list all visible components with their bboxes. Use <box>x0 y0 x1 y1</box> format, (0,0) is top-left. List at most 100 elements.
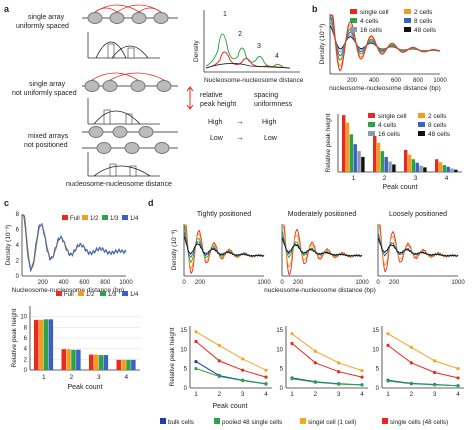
legend-high-right: High <box>262 119 277 126</box>
d-lines-series <box>195 368 267 385</box>
d-lines-ytick: 10 <box>276 347 283 353</box>
d-lines-xtick: 3 <box>337 392 341 398</box>
d-density-xtick: 200 <box>293 280 304 286</box>
d-lines-point <box>313 361 317 365</box>
d-lines-series <box>291 333 363 372</box>
d-lines-xtick: 4 <box>456 392 460 398</box>
c-bar <box>131 359 136 370</box>
peak-number-1: 1 <box>223 11 227 18</box>
b-bar <box>342 115 346 172</box>
c-bars-legend-swatch <box>122 291 128 296</box>
d-legend-swatch <box>160 418 166 424</box>
b-bars-xtick: 2 <box>383 175 387 182</box>
c-bars-xtick: 2 <box>69 374 73 381</box>
d-lines-point <box>241 368 245 372</box>
b-bar <box>404 149 408 172</box>
b-bar <box>380 151 385 172</box>
inset-xlabel: Nucleosome-nucleosome distance <box>204 77 304 84</box>
nucleosome-array-1 <box>82 4 178 59</box>
b-density-ylabel: Density (10⁻³) <box>319 24 326 65</box>
c-bar <box>121 359 126 370</box>
c-density-xtick: 600 <box>79 280 90 286</box>
nucleosome-array-3 <box>82 126 178 177</box>
legend-spacing-line2: uniformness <box>254 101 293 108</box>
legend-low-right: Low <box>264 135 278 142</box>
d-panel-title: Moderately positioned <box>288 211 357 218</box>
d-lines-point <box>217 343 221 347</box>
b-density-legend-label: single cell <box>360 9 389 16</box>
b-density-legend-swatch <box>404 18 411 23</box>
d-lines-series <box>291 377 363 386</box>
b-bar <box>388 161 392 172</box>
d-lines-point <box>264 375 268 379</box>
b-bars-legend-swatch <box>418 113 425 118</box>
d-legend-swatch <box>382 418 388 424</box>
c-density-legend-label: 1/4 <box>130 216 139 222</box>
d-lines-point <box>264 382 268 386</box>
b-density-xtick: 200 <box>347 78 358 84</box>
d-lines-point <box>409 361 413 365</box>
c-bar <box>98 355 104 370</box>
d-density-xtick: 1000 <box>257 280 271 286</box>
b-bar <box>435 159 439 172</box>
d-lines-point <box>217 359 221 363</box>
panel-a-schematic: single array uniformly spaced single arr… <box>12 4 178 188</box>
d-legend-label: singel cell (1 cell) <box>308 419 356 426</box>
d-lines-xtick: 1 <box>386 392 390 398</box>
d-lines-xlabel: Peak count <box>212 403 247 410</box>
d-lines-point <box>337 361 341 365</box>
schematic-label-2-line1: single array <box>29 81 66 88</box>
d-lines-point <box>337 382 341 386</box>
b-bars-ylabel: Relative peak height <box>325 113 332 172</box>
b-density-legend-label: 2 cells <box>414 9 433 16</box>
d-lines-point <box>194 367 198 371</box>
c-bars-xtick: 3 <box>97 374 101 381</box>
d-lines-ytick: 0 <box>376 386 380 392</box>
d-lines-point <box>433 383 437 387</box>
d-lines-ytick: 5 <box>376 367 380 373</box>
d-lines-xtick: 2 <box>410 392 414 398</box>
c-bars-legend-label: Full <box>64 292 74 298</box>
c-bar <box>93 354 99 370</box>
legend-relative-line2: peak height <box>200 101 236 108</box>
panel-c-density-chart: 0 2 4 6 8 200 400 600 800 1000Nucleosome-nucleoso… <box>5 212 139 294</box>
b-density-legend-label: 8 cells <box>414 18 433 25</box>
d-density-xtick: 0 <box>280 280 284 286</box>
d-density-xtick: 200 <box>389 280 400 286</box>
c-bar <box>71 349 76 370</box>
d-lines-ytick: 0 <box>280 386 284 392</box>
d-lines-series <box>195 331 267 371</box>
b-density-legend-swatch <box>350 9 357 14</box>
d-lines-ytick: 15 <box>180 328 187 334</box>
d-lines-point <box>313 349 317 353</box>
b-bars-xtick: 1 <box>352 175 356 182</box>
c-bars-xtick: 4 <box>124 374 128 381</box>
d-lines-point <box>360 375 364 379</box>
c-bars-legend-label: 1/3 <box>108 292 117 298</box>
legend-high-left: High <box>208 119 223 126</box>
c-bars-legend-label: 1/2 <box>86 292 95 298</box>
c-bars-ytick: 2 <box>24 357 28 363</box>
d-lines-point <box>194 339 198 344</box>
d-lines-xtick: 3 <box>241 392 245 398</box>
b-density-series-single-cell <box>330 14 441 72</box>
c-bars-ylabel: Relative peak height <box>11 308 18 367</box>
panel-b-bar-chart: 1 2 3 4 Peak count Relative peak height single… <box>325 113 462 191</box>
b-bar <box>411 159 416 172</box>
d-lines-point <box>241 357 245 361</box>
d-lines-xtick: 2 <box>218 392 222 398</box>
b-bar <box>357 151 361 172</box>
d-legend-swatch <box>214 418 220 424</box>
d-lines-ytick: 5 <box>280 367 284 373</box>
d-density-xtick: 200 <box>195 280 206 286</box>
d-lines-ytick: 0 <box>184 386 188 392</box>
b-density-legend-swatch <box>404 27 411 32</box>
d-density-xtick: 0 <box>376 280 380 286</box>
d-lines-point <box>409 382 413 386</box>
b-bars-legend-label: 2 cells <box>428 113 447 120</box>
b-density-xlabel: nucleosome-nucleosome distance (bp) <box>329 85 441 92</box>
d-lines-point <box>194 360 198 364</box>
c-density-series <box>22 214 127 273</box>
d-lines-point <box>241 379 245 383</box>
d-lines-point <box>456 376 460 380</box>
